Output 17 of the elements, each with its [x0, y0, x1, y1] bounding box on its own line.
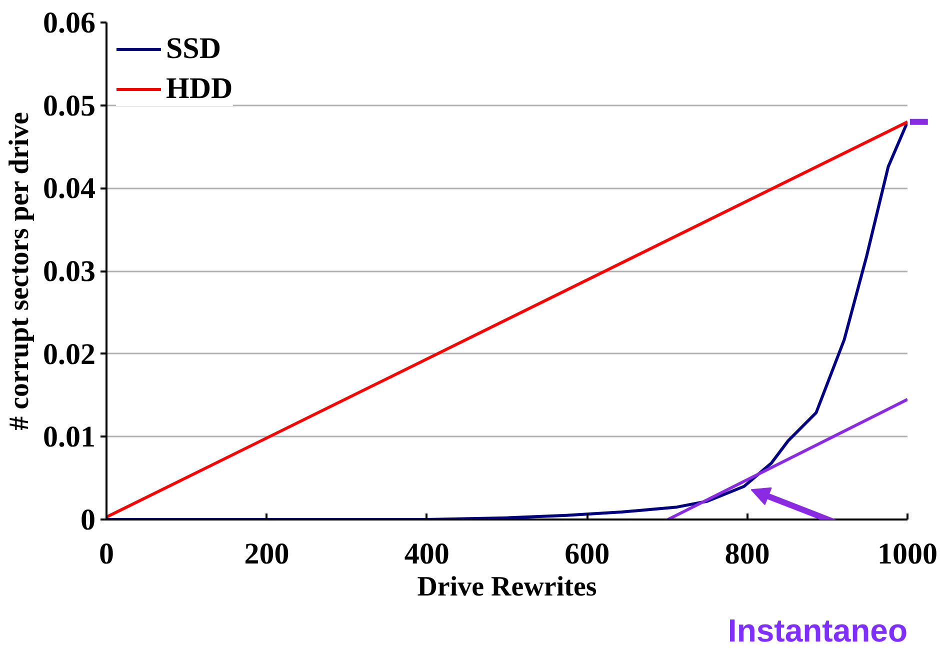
legend-label: HDD [166, 72, 233, 106]
x-tick-label: 400 [404, 538, 450, 570]
y-tick-label: 0.06 [43, 6, 96, 40]
text: Instantaneo [728, 612, 908, 648]
y-tick-label: 0.03 [43, 255, 96, 288]
legend-label: SSD [166, 32, 222, 66]
x-axis-title: Drive Rewrites [417, 572, 597, 602]
x-tick-label: 800 [724, 538, 770, 570]
y-tick-label: 0.01 [43, 420, 96, 454]
y-tick-label: 0.04 [43, 172, 96, 206]
y-tick-label: 0.02 [43, 338, 96, 371]
x-tick-label: 200 [244, 538, 290, 570]
y-axis-title: # corrupt sectors per drive [4, 112, 35, 430]
x-tick-label: 600 [564, 538, 610, 570]
y-tick-label: 0 [80, 504, 96, 536]
y-tick-label: 0.05 [43, 89, 96, 122]
x-tick-label: 1000 [878, 538, 938, 570]
